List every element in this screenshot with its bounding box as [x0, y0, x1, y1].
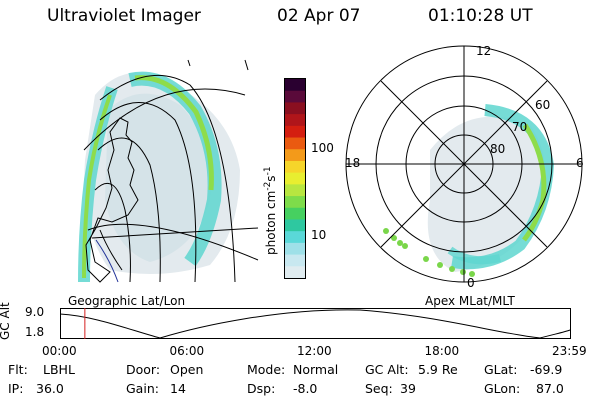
alt-ymin-label: 1.8	[25, 325, 45, 339]
geographic-map-caption: Geographic Lat/Lon	[68, 294, 186, 308]
colorbar-segment	[285, 114, 305, 127]
date-label: 02 Apr 07	[277, 6, 361, 26]
colorbar-segment	[285, 219, 305, 232]
colorbar-segment	[285, 160, 305, 174]
instrument-title: Ultraviolet Imager	[47, 6, 201, 26]
dsp-label: Dsp:	[247, 381, 276, 396]
gain-label: Gain:	[126, 381, 159, 396]
mode-label: Mode:	[247, 362, 286, 377]
colorbar-units-label: photon cm-2s-1	[263, 166, 278, 255]
mlt-12-label: 12	[476, 44, 492, 58]
glat-label: GLat:	[484, 362, 518, 377]
altitude-plot	[60, 308, 571, 339]
geographic-map	[78, 59, 259, 283]
door-value: Open	[170, 362, 204, 377]
colorbar-segment	[285, 266, 305, 278]
colorbar-segment	[285, 196, 305, 209]
ip-value: 36.0	[36, 381, 64, 396]
mode-value: Normal	[293, 362, 339, 377]
ip-label: IP:	[8, 381, 24, 396]
door-label: Door:	[126, 362, 161, 377]
alt-x-tick-label: 23:59	[552, 344, 587, 358]
alt-ymax-label: 9.0	[25, 305, 45, 319]
colorbar-segment	[285, 102, 305, 115]
mlt-18-label: 18	[345, 156, 361, 170]
alt-x-tick-label: 18:00	[424, 344, 460, 358]
alt-x-tick-label: 06:00	[169, 344, 205, 358]
gc-alt-axis-label: GC Alt	[0, 302, 12, 340]
colorbar-segment	[285, 137, 305, 150]
filter-label: Flt:	[8, 362, 28, 377]
colorbar-segment	[285, 172, 305, 185]
mlt-0-label: 0	[467, 276, 475, 290]
mlt-6-label: 6	[576, 156, 584, 170]
color-scale-bar	[284, 78, 306, 279]
colorbar-segment	[285, 79, 305, 92]
colorbar-tick-100: 100	[311, 141, 334, 155]
colorbar-segment	[285, 90, 305, 104]
colorbar-segment	[285, 125, 305, 139]
colorbar-tick-10: 10	[311, 228, 327, 242]
polar-map-image	[383, 104, 555, 277]
gc-alt-value: 5.9 Re	[418, 362, 458, 377]
alt-x-tick-label: 00:00	[42, 344, 77, 358]
mlat-60-label: 60	[535, 98, 551, 112]
altitude-curve	[60, 309, 571, 339]
mlat-70-label: 70	[512, 120, 528, 134]
apex-map-caption: Apex MLat/MLT	[425, 294, 515, 308]
seq-label: Seq:	[365, 381, 393, 396]
colorbar-segment	[285, 254, 305, 267]
gc-alt-label: GC Alt:	[365, 362, 409, 377]
mlat-80-label: 80	[490, 142, 506, 156]
colorbar-segment	[285, 242, 305, 256]
geographic-map-image	[78, 59, 259, 283]
glon-value: 87.0	[536, 381, 564, 396]
alt-x-tick-label: 12:00	[297, 344, 332, 358]
colorbar-segment	[285, 149, 305, 162]
filter-value: LBHL	[43, 362, 75, 377]
colorbar-segment	[285, 231, 305, 244]
gain-value: 14	[170, 381, 186, 396]
apex-polar-map	[345, 45, 583, 283]
time-label: 01:10:28 UT	[428, 6, 533, 26]
colorbar-segment	[285, 184, 305, 197]
colorbar-segment	[285, 207, 305, 221]
dsp-value: -8.0	[293, 381, 318, 396]
glon-label: GLon:	[484, 381, 521, 396]
glat-value: -69.9	[530, 362, 563, 377]
seq-value: 39	[400, 381, 416, 396]
altitude-plot-frame	[60, 308, 571, 339]
